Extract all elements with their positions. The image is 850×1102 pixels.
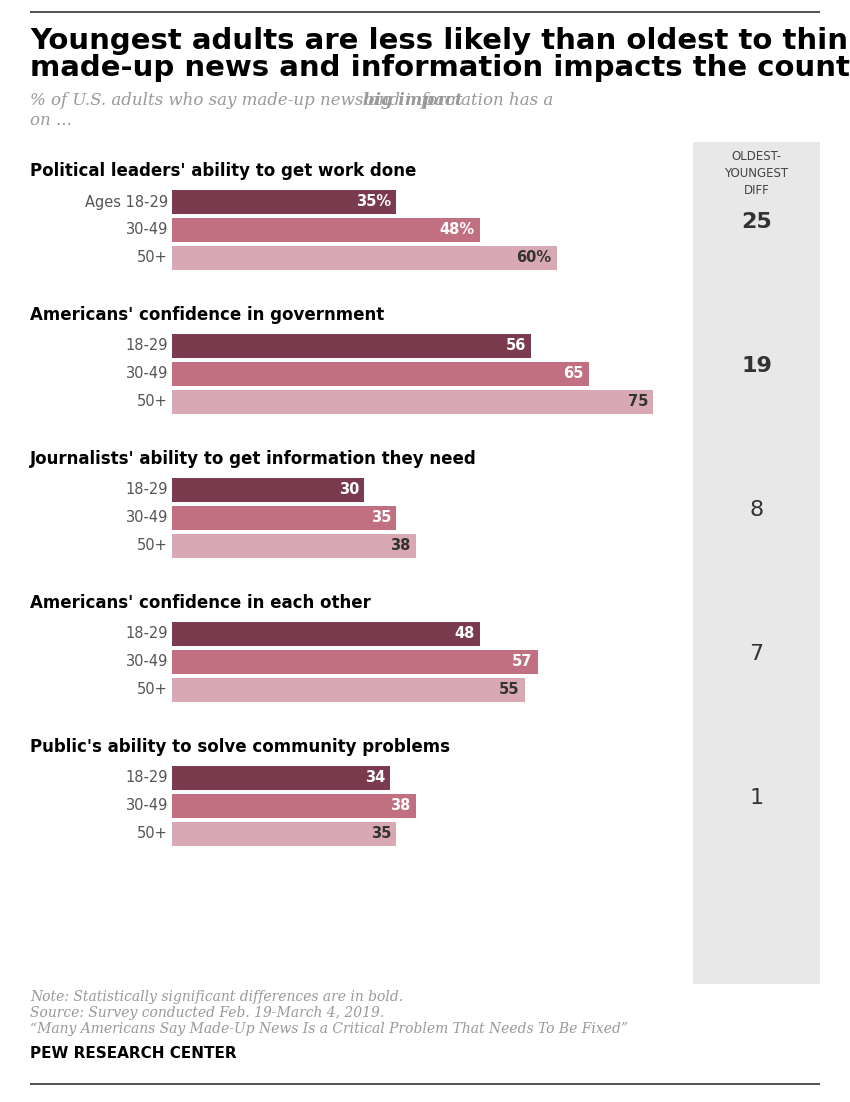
Text: Political leaders' ability to get work done: Political leaders' ability to get work d… [30,162,416,180]
Text: Ages 18-29: Ages 18-29 [85,194,168,209]
Text: 48: 48 [455,627,475,641]
Text: 35: 35 [371,510,392,526]
Text: 48%: 48% [439,223,475,238]
Text: 50+: 50+ [137,539,168,553]
Bar [172,822,396,846]
Bar [172,361,589,386]
Text: 55: 55 [499,682,519,698]
Text: 30-49: 30-49 [126,367,168,381]
Text: on ...: on ... [30,112,71,129]
Text: 19: 19 [741,356,772,376]
Text: Americans' confidence in each other: Americans' confidence in each other [30,594,371,612]
Text: Source: Survey conducted Feb. 19-March 4, 2019.: Source: Survey conducted Feb. 19-March 4… [30,1006,384,1020]
Text: 18-29: 18-29 [126,338,168,354]
Text: Journalists' ability to get information they need: Journalists' ability to get information … [30,450,477,468]
Text: 34: 34 [365,770,385,786]
Bar [172,650,537,674]
Text: 18-29: 18-29 [126,770,168,786]
Text: 30-49: 30-49 [126,655,168,670]
Text: 50+: 50+ [137,250,168,266]
Text: 57: 57 [513,655,532,670]
Text: 18-29: 18-29 [126,483,168,497]
Text: 8: 8 [750,500,763,520]
Bar [172,246,557,270]
Text: 18-29: 18-29 [126,627,168,641]
Bar [172,478,365,503]
Text: 35%: 35% [356,194,392,209]
Text: 30-49: 30-49 [126,510,168,526]
Text: Public's ability to solve community problems: Public's ability to solve community prob… [30,738,450,756]
Text: Youngest adults are less likely than oldest to think: Youngest adults are less likely than old… [30,28,850,55]
Text: “Many Americans Say Made-Up News Is a Critical Problem That Needs To Be Fixed”: “Many Americans Say Made-Up News Is a Cr… [30,1022,628,1036]
Text: PEW RESEARCH CENTER: PEW RESEARCH CENTER [30,1046,236,1061]
Text: 30-49: 30-49 [126,223,168,238]
Text: OLDEST-
YOUNGEST
DIFF: OLDEST- YOUNGEST DIFF [724,150,789,197]
Text: % of U.S. adults who say made-up news and information has a: % of U.S. adults who say made-up news an… [30,91,558,109]
Text: 60%: 60% [517,250,552,266]
Text: 7: 7 [750,644,763,665]
Text: 1: 1 [750,788,763,808]
Bar [172,190,396,214]
Text: 38: 38 [390,539,411,553]
Bar [172,766,390,790]
Text: Americans' confidence in government: Americans' confidence in government [30,306,384,324]
Text: 30-49: 30-49 [126,799,168,813]
Text: 65: 65 [564,367,584,381]
Bar [172,334,531,358]
Bar [172,390,653,414]
Text: 50+: 50+ [137,395,168,410]
Text: 30: 30 [339,483,360,497]
Bar [172,678,524,702]
Text: big impact: big impact [363,91,462,109]
Text: 56: 56 [506,338,526,354]
Text: 50+: 50+ [137,826,168,842]
Text: made-up news and information impacts the country: made-up news and information impacts the… [30,54,850,82]
Bar [172,622,479,646]
Bar [172,218,479,242]
Text: 35: 35 [371,826,392,842]
Text: 25: 25 [741,212,772,233]
Text: 38: 38 [390,799,411,813]
Bar [172,506,396,530]
Bar [172,534,416,558]
Text: 50+: 50+ [137,682,168,698]
Text: 75: 75 [627,395,648,410]
Bar [693,142,820,984]
Text: Note: Statistically significant differences are in bold.: Note: Statistically significant differen… [30,990,403,1004]
Bar [172,795,416,818]
